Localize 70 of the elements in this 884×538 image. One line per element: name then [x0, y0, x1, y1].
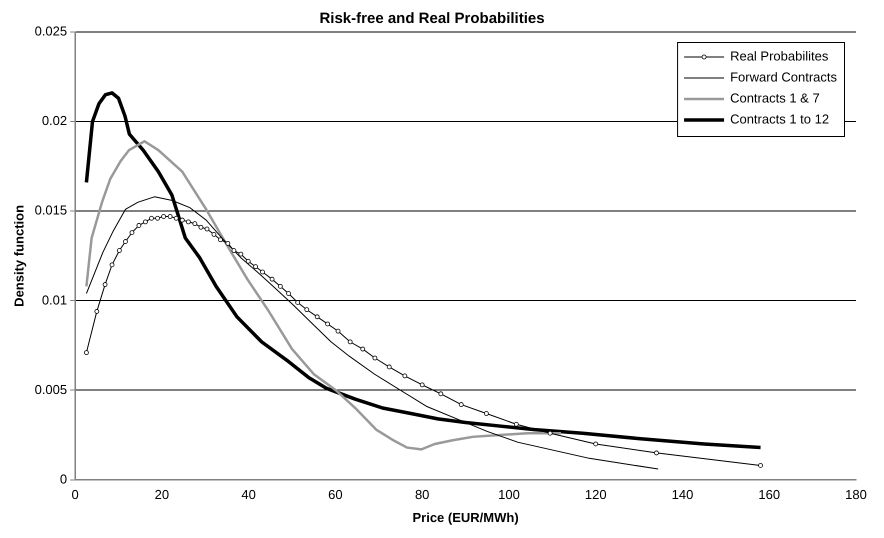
point	[155, 216, 160, 221]
y-tick-label: 0.005	[34, 382, 68, 397]
y-tick-label: 0.015	[34, 202, 68, 218]
point	[438, 391, 444, 396]
point	[143, 219, 148, 224]
point	[295, 300, 300, 305]
point	[136, 223, 142, 228]
x-tick-label: 40	[241, 487, 256, 502]
point	[304, 307, 310, 312]
x-tick-label: 180	[845, 487, 867, 502]
y-tick-label: 0.01	[42, 292, 68, 308]
point	[116, 248, 122, 253]
point	[84, 350, 89, 356]
point	[123, 239, 128, 244]
y-tick-label: 0.02	[42, 113, 68, 128]
point	[286, 291, 291, 296]
point	[260, 270, 265, 274]
x-tick-label: 140	[672, 487, 694, 502]
point	[372, 356, 378, 360]
point	[325, 322, 330, 326]
y-axis-title: Density function	[11, 204, 26, 307]
point	[402, 374, 408, 378]
x-tick-label: 20	[154, 487, 170, 502]
point	[314, 314, 320, 320]
x-axis-title: Price (EUR/MWh)	[412, 510, 519, 525]
point	[514, 422, 519, 427]
legend-label: Contracts 1 to 12	[730, 112, 830, 127]
point	[204, 226, 210, 232]
point	[225, 240, 230, 246]
point	[420, 382, 425, 388]
x-tick-label: 100	[498, 487, 520, 502]
point	[270, 276, 274, 282]
point	[110, 262, 114, 268]
point	[149, 216, 154, 221]
point	[593, 442, 598, 446]
point	[102, 282, 108, 287]
point	[253, 264, 258, 270]
point	[758, 463, 763, 468]
point	[386, 364, 392, 370]
legend-label: Real Probabilites	[730, 48, 829, 64]
point	[348, 339, 353, 344]
point	[278, 284, 283, 289]
x-tick-label: 0	[72, 487, 79, 502]
x-tick-label: 120	[584, 487, 607, 502]
point	[198, 224, 204, 230]
point	[360, 346, 366, 352]
point	[484, 411, 489, 416]
point	[130, 230, 134, 236]
point	[458, 402, 464, 407]
point	[94, 309, 100, 314]
x-tick-label: 80	[414, 487, 430, 502]
point	[174, 216, 179, 221]
point	[192, 221, 198, 226]
point	[246, 258, 251, 264]
x-tick-label: 60	[328, 487, 343, 502]
point	[232, 248, 236, 253]
y-tick-label: 0	[60, 471, 68, 486]
point	[238, 252, 244, 257]
chart-title: Risk-free and Real Probabilities	[319, 10, 545, 28]
legend-label: Contracts 1 & 7	[730, 90, 820, 106]
point	[186, 219, 191, 224]
point	[161, 214, 166, 219]
point	[218, 237, 223, 242]
x-tick-label: 160	[758, 487, 780, 502]
point	[212, 232, 216, 237]
point	[336, 328, 340, 334]
point	[168, 214, 173, 219]
y-tick-label: 0.025	[34, 24, 68, 39]
point	[654, 450, 659, 456]
legend-label: Forward Contracts	[730, 70, 838, 85]
